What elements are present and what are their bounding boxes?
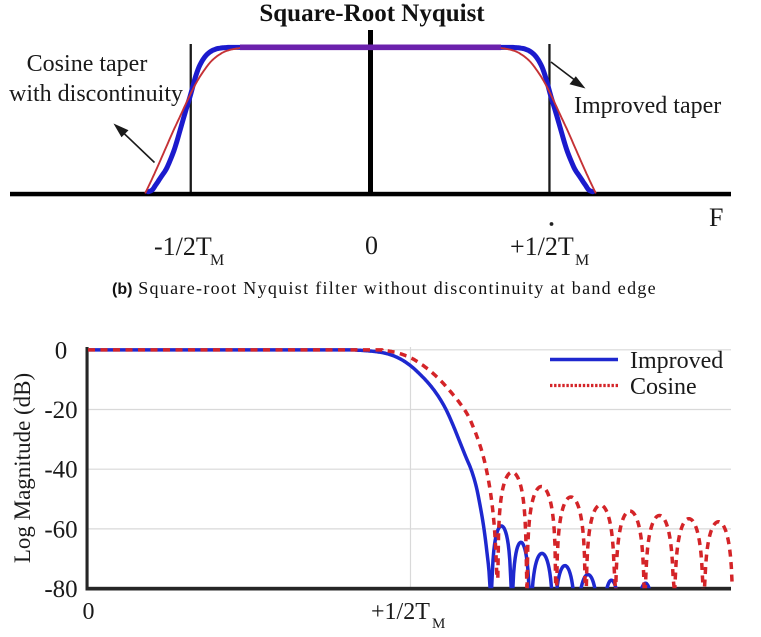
svg-text:-1/2T: -1/2T: [154, 232, 212, 261]
svg-text:+1/2T: +1/2T: [510, 232, 574, 261]
svg-text:0: 0: [365, 231, 378, 260]
svg-text:0: 0: [55, 338, 68, 365]
svg-text:Improved: Improved: [630, 348, 723, 374]
svg-text:-20: -20: [44, 397, 77, 424]
svg-text:M: M: [210, 252, 224, 269]
svg-text:F: F: [709, 203, 723, 232]
svg-text:-80: -80: [44, 576, 77, 603]
svg-text:Log Magnitude (dB): Log Magnitude (dB): [10, 373, 35, 563]
svg-text:-60: -60: [44, 516, 77, 543]
svg-text:M: M: [432, 616, 445, 632]
svg-text:with discontinuity: with discontinuity: [9, 81, 183, 107]
svg-text:0: 0: [83, 599, 95, 625]
svg-text:(b) Square-root Nyquist filter: (b) Square-root Nyquist filter without d…: [112, 278, 657, 298]
svg-text:-40: -40: [44, 457, 77, 484]
svg-text:+1/2T: +1/2T: [371, 599, 430, 625]
svg-text:Cosine: Cosine: [630, 374, 697, 400]
svg-text:Square-Root Nyquist: Square-Root Nyquist: [259, 0, 485, 27]
svg-text:M: M: [575, 252, 589, 269]
svg-text:Cosine taper: Cosine taper: [27, 51, 148, 77]
svg-text:Improved taper: Improved taper: [574, 93, 721, 119]
